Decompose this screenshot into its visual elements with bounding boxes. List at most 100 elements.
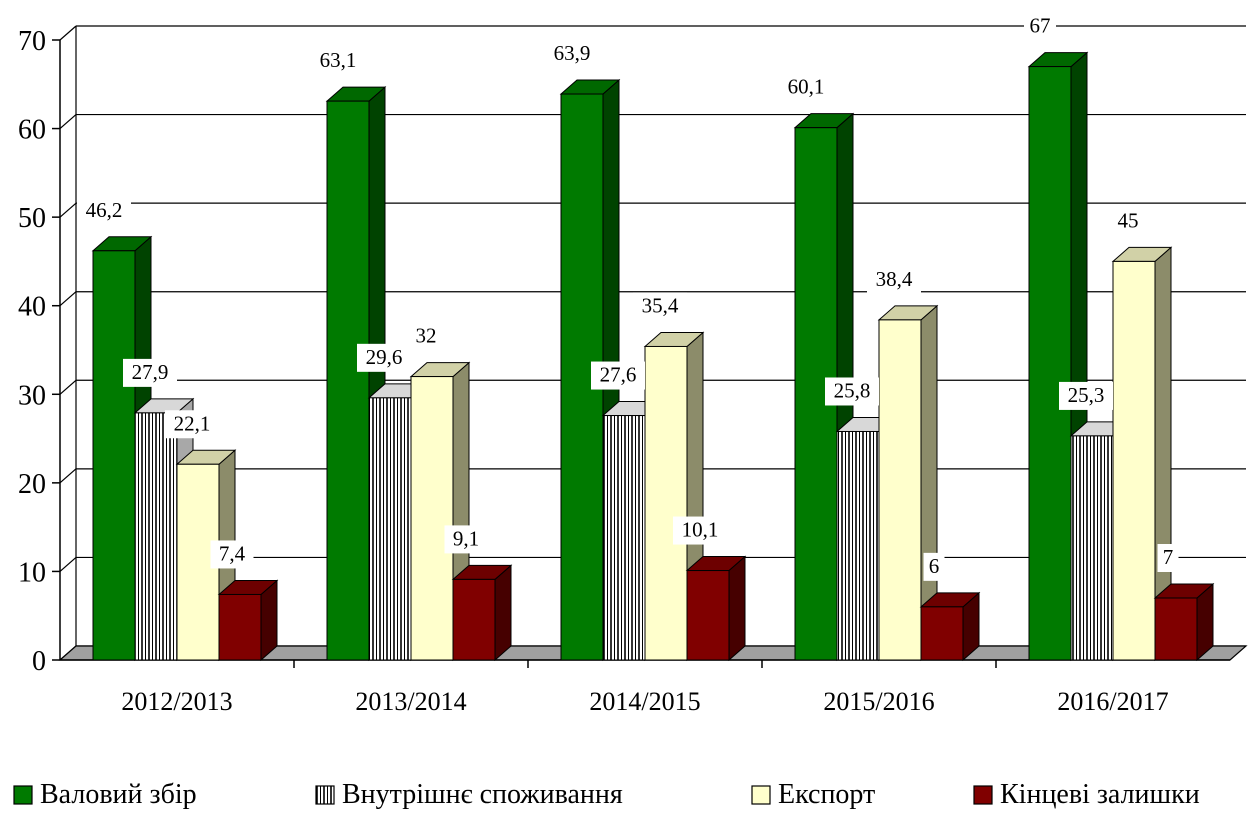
bar xyxy=(217,579,279,662)
bar-front xyxy=(452,578,496,661)
data-label-bg xyxy=(867,265,921,294)
gridline-side xyxy=(59,291,77,307)
bars xyxy=(91,51,1215,662)
bar-side xyxy=(494,564,512,662)
data-label: 25,8 xyxy=(834,378,871,402)
bar xyxy=(685,555,747,662)
data-label: 45 xyxy=(1118,208,1139,232)
gridline-side xyxy=(59,202,77,218)
y-tick-label: 30 xyxy=(18,380,46,411)
data-label-bg xyxy=(633,292,687,321)
bar-front xyxy=(836,430,880,661)
data-label: 7,4 xyxy=(219,541,246,565)
bar-front xyxy=(686,570,730,661)
data-label: 27,9 xyxy=(132,360,169,384)
bar xyxy=(1111,246,1173,662)
y-tick-label: 40 xyxy=(18,292,46,323)
y-tick-label: 70 xyxy=(18,26,46,57)
bar-front xyxy=(602,415,646,661)
data-labels: 46,2 27,9 22,1 7,4 63,1 29,6 32 9,1 63,9 27,6 35,4… xyxy=(77,12,1179,581)
data-label-bg xyxy=(444,525,488,554)
data-label-bg xyxy=(311,47,365,76)
bar-side xyxy=(728,555,746,662)
legend-label: Кінцеві залишки xyxy=(1000,779,1200,810)
data-label-bg xyxy=(923,552,945,581)
legend-label: Внутрішнє споживання xyxy=(342,779,623,810)
legend-swatch xyxy=(973,785,993,805)
y-tick-label: 10 xyxy=(18,557,46,588)
data-label: 27,6 xyxy=(600,363,637,387)
data-label: 29,6 xyxy=(366,345,403,369)
bar-front xyxy=(1070,435,1114,661)
data-label: 35,4 xyxy=(642,293,679,317)
bar-front xyxy=(410,376,454,661)
bar-front xyxy=(920,606,964,661)
legend-label: Валовий збір xyxy=(40,779,197,810)
bar-front xyxy=(134,412,178,661)
data-label: 22,1 xyxy=(174,411,211,435)
x-tick-label: 2015/2016 xyxy=(823,687,934,716)
bar-front xyxy=(644,345,688,661)
x-tick-label: 2013/2014 xyxy=(355,687,466,716)
legend-swatch xyxy=(315,785,335,805)
gridline-side xyxy=(59,468,77,484)
data-label: 67 xyxy=(1030,14,1051,38)
bar-front xyxy=(1028,66,1072,661)
data-label-bg xyxy=(673,516,727,545)
data-label: 63,1 xyxy=(320,48,357,72)
data-label-bg xyxy=(779,73,833,102)
data-label-bg xyxy=(545,40,599,69)
data-label-bg xyxy=(1059,381,1113,410)
y-tick-label: 60 xyxy=(18,115,46,146)
x-axis-labels: 2012/2013 2013/2014 2014/2015 2015/2016 2016… xyxy=(121,687,1168,716)
legend: Валовий збір Внутрішнє споживання Експорт К… xyxy=(13,779,1200,810)
x-tick-label: 2014/2015 xyxy=(589,687,700,716)
data-label-bg xyxy=(591,361,645,390)
data-label: 38,4 xyxy=(876,267,913,291)
data-label: 10,1 xyxy=(682,518,719,542)
gridline-side xyxy=(59,379,77,395)
gridline-side xyxy=(59,114,77,130)
data-label: 6 xyxy=(929,554,940,578)
legend-item: Експорт xyxy=(751,779,875,810)
data-label: 63,9 xyxy=(554,41,591,65)
legend-item: Валовий збір xyxy=(13,779,197,810)
data-label: 60,1 xyxy=(788,75,825,99)
bar xyxy=(451,564,513,662)
data-label-bg xyxy=(165,410,219,439)
legend-item: Кінцеві залишки xyxy=(973,779,1200,810)
bar-front xyxy=(326,100,370,661)
bar-front xyxy=(1112,260,1156,661)
x-tick-label: 2016/2017 xyxy=(1057,687,1168,716)
y-tick-label: 50 xyxy=(18,203,46,234)
gridline-side xyxy=(59,556,77,572)
data-label-bg xyxy=(825,377,879,406)
legend-swatch xyxy=(13,785,33,805)
data-label-bg xyxy=(1024,12,1056,41)
data-label-bg xyxy=(1157,544,1179,572)
data-label-bg xyxy=(77,196,131,225)
data-label: 46,2 xyxy=(86,198,123,222)
bar-front xyxy=(92,250,136,661)
data-label-bg xyxy=(123,358,177,387)
bar-front xyxy=(218,593,262,661)
data-label-bg xyxy=(210,540,254,569)
data-label-bg xyxy=(357,343,411,372)
bar xyxy=(919,591,981,662)
gridline-side xyxy=(59,25,77,41)
bar xyxy=(409,361,471,662)
data-label: 25,3 xyxy=(1068,383,1105,407)
legend-swatch xyxy=(751,785,771,805)
y-tick-label: 20 xyxy=(18,469,46,500)
legend-label: Експорт xyxy=(778,779,875,810)
data-label: 7 xyxy=(1163,545,1174,569)
bar-front xyxy=(878,319,922,661)
x-tick-label: 2012/2013 xyxy=(121,687,232,716)
bar-front xyxy=(368,397,412,661)
y-tick-label: 0 xyxy=(32,646,46,677)
bar-front xyxy=(1154,597,1198,661)
data-label-bg xyxy=(1112,207,1144,236)
bar xyxy=(1153,582,1215,662)
